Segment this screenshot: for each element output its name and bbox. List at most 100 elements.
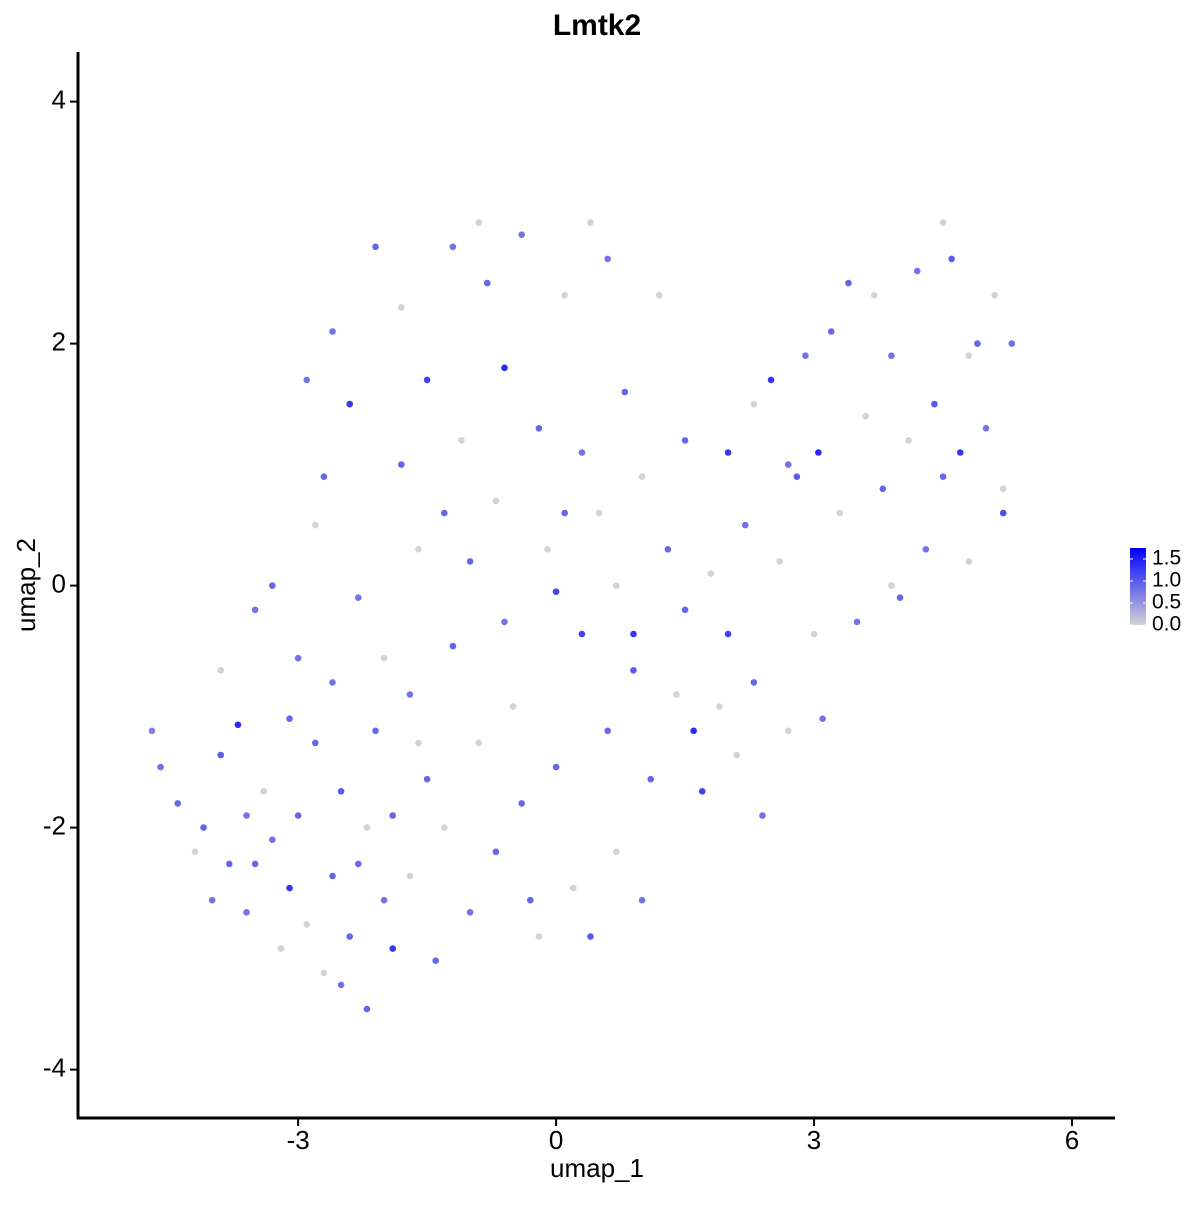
point — [337, 981, 345, 989]
point — [913, 267, 921, 275]
point — [191, 848, 199, 856]
point — [879, 485, 887, 493]
point — [621, 388, 629, 396]
point — [157, 763, 164, 771]
point — [965, 352, 973, 360]
point — [449, 243, 457, 251]
point — [449, 642, 457, 650]
point — [415, 739, 422, 747]
point — [441, 509, 448, 517]
point — [724, 630, 732, 638]
colorbar-tick-label: 1.5 — [1152, 547, 1181, 570]
point — [815, 449, 822, 456]
point — [578, 630, 586, 638]
point — [982, 425, 990, 432]
point — [724, 449, 732, 456]
point — [845, 279, 852, 287]
point — [776, 558, 783, 565]
point — [569, 884, 577, 892]
point — [243, 812, 250, 819]
chart-title: Lmtk2 — [553, 9, 641, 42]
point — [475, 739, 482, 747]
point — [337, 788, 345, 795]
point — [1008, 340, 1016, 347]
point — [277, 945, 285, 952]
point — [612, 848, 620, 856]
point — [286, 715, 293, 723]
point — [423, 775, 431, 783]
point — [922, 546, 930, 553]
point — [587, 219, 594, 226]
point — [853, 618, 861, 626]
point — [458, 437, 465, 444]
x-axis-label: umap_1 — [550, 1153, 644, 1183]
point — [415, 546, 422, 553]
point — [707, 570, 715, 577]
point — [329, 872, 336, 880]
point — [380, 896, 388, 904]
point — [355, 860, 362, 868]
point — [269, 836, 276, 844]
point — [759, 812, 766, 819]
point — [561, 509, 568, 517]
point — [819, 715, 826, 723]
point — [802, 352, 809, 360]
point — [148, 727, 156, 735]
point — [767, 376, 775, 384]
point — [544, 546, 551, 553]
point — [423, 376, 431, 384]
point — [535, 425, 543, 432]
point — [174, 800, 182, 807]
point — [526, 896, 534, 904]
point — [320, 969, 328, 977]
y-tick-label: 0 — [52, 568, 66, 598]
point — [518, 231, 525, 239]
point — [595, 509, 603, 517]
point — [552, 763, 560, 771]
point — [690, 727, 697, 735]
point — [974, 340, 981, 347]
point — [509, 703, 517, 710]
x-tick-label: 0 — [549, 1125, 563, 1155]
point — [286, 884, 293, 892]
point — [406, 691, 414, 698]
point — [251, 860, 259, 868]
x-tick-label: -3 — [287, 1125, 310, 1155]
point — [406, 872, 414, 880]
point — [294, 812, 302, 819]
point — [363, 1005, 371, 1013]
point — [312, 739, 319, 747]
point — [303, 921, 311, 928]
point — [234, 721, 242, 729]
point — [389, 812, 397, 819]
point — [466, 909, 474, 916]
point — [999, 485, 1007, 493]
point — [587, 933, 594, 940]
point — [827, 328, 835, 335]
point — [630, 667, 637, 674]
point — [741, 521, 749, 529]
point — [664, 546, 672, 553]
point — [329, 328, 336, 335]
point — [294, 654, 302, 662]
point — [578, 449, 586, 456]
point — [862, 412, 869, 420]
x-tick-label: 6 — [1065, 1125, 1079, 1155]
point — [441, 824, 448, 831]
point — [716, 703, 723, 710]
point — [931, 400, 938, 408]
point — [999, 509, 1007, 517]
point — [303, 376, 311, 384]
point — [888, 582, 895, 589]
point — [810, 630, 818, 638]
point — [638, 896, 646, 904]
point — [939, 473, 947, 481]
point — [561, 291, 568, 299]
point — [492, 848, 500, 856]
point — [217, 751, 225, 759]
point — [243, 909, 250, 916]
point — [939, 219, 947, 226]
point — [750, 679, 758, 686]
point — [501, 364, 508, 372]
point — [217, 667, 225, 674]
